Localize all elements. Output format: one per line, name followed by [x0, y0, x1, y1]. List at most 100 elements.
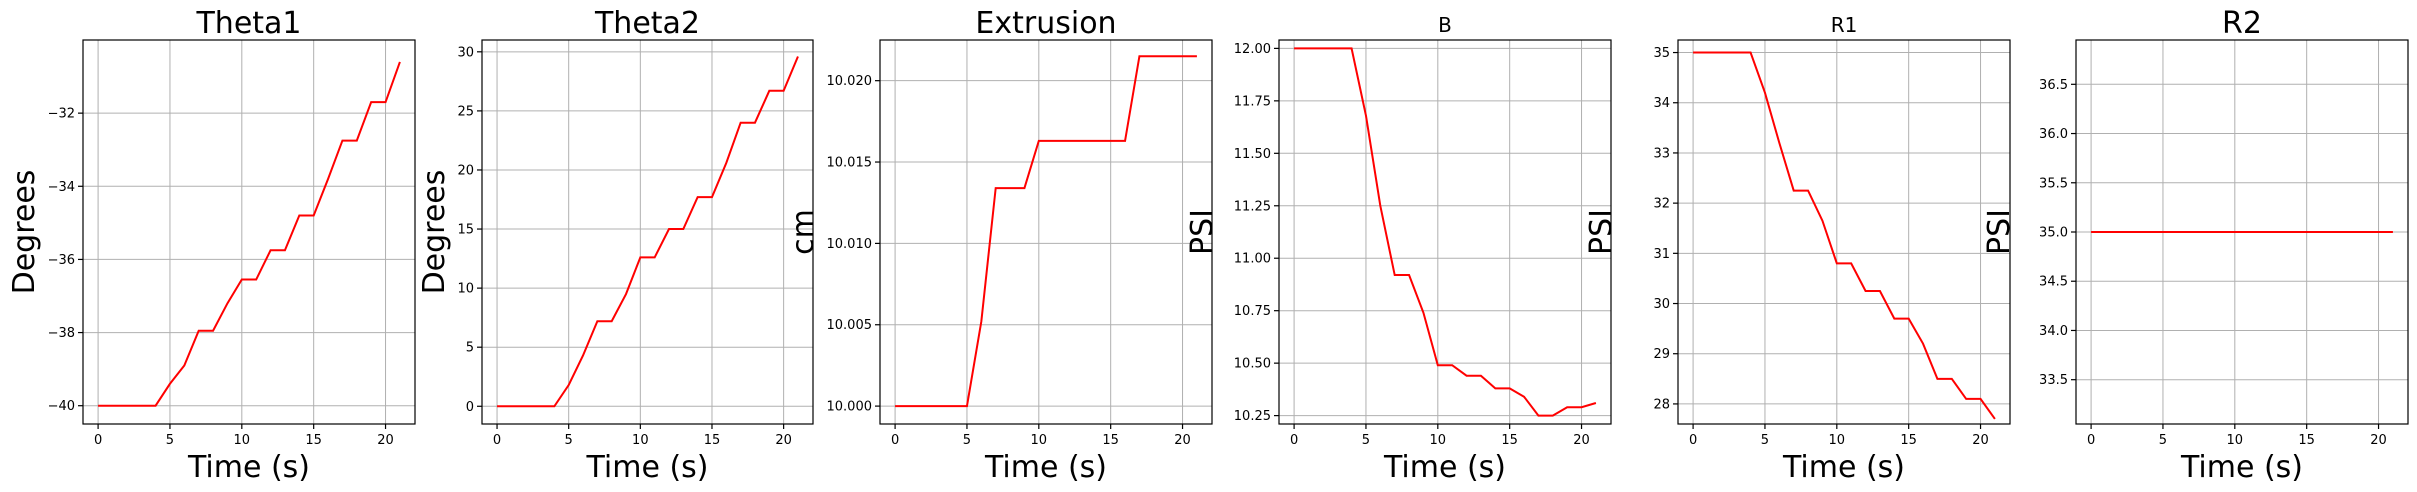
x-axis-label: Time (s) [187, 450, 310, 485]
y-tick-label: 35.0 [2039, 226, 2068, 241]
x-tick-label: 5 [2159, 433, 2167, 448]
y-tick-label: 5 [466, 341, 474, 356]
x-tick-label: 20 [1174, 433, 1191, 448]
y-axis-label: cm [786, 209, 821, 255]
x-axis-label: Time (s) [1383, 450, 1506, 485]
x-tick-label: 0 [2087, 433, 2095, 448]
y-tick-label: 11.50 [1234, 147, 1271, 162]
x-tick-label: 20 [1573, 433, 1590, 448]
y-tick-label: 31 [1653, 247, 1670, 262]
y-tick-label: 34.0 [2039, 324, 2068, 339]
x-tick-label: 10 [632, 433, 649, 448]
y-axis-label: PSI [1982, 209, 2017, 255]
x-tick-label: 15 [704, 433, 721, 448]
y-tick-label: 29 [1653, 347, 1670, 362]
y-axis-label: PSI [1185, 209, 1220, 255]
y-tick-label: −36 [48, 253, 75, 268]
series-line [1693, 51, 1996, 420]
x-tick-label: 15 [1501, 433, 1518, 448]
x-tick-label: 15 [2298, 433, 2315, 448]
plot-frame [1278, 39, 1612, 425]
subplot-5: 0 5 10 15 20 28 29 30 31 32 33 34 35 R1 Time (s) PSI [1584, 13, 2011, 485]
y-tick-label: 34.5 [2039, 275, 2068, 290]
y-tick-label: 11.75 [1234, 94, 1271, 109]
x-tick-label: 5 [565, 433, 573, 448]
y-tick-label: 10.25 [1234, 409, 1271, 424]
subplot-6: 0 5 10 15 20 33.5 34.0 34.5 35.0 35.5 36.0 36.5 R2 Ti… [1982, 6, 2409, 485]
y-tick-label: 11.00 [1234, 252, 1271, 267]
y-tick-label: 10.50 [1234, 357, 1271, 372]
x-axis-label: Time (s) [1782, 450, 1905, 485]
x-tick-label: 15 [1102, 433, 1119, 448]
x-tick-label: 5 [1362, 433, 1370, 448]
chart-title: Theta2 [594, 6, 700, 41]
y-tick-label: 36.0 [2039, 127, 2068, 142]
y-tick-label: 25 [457, 104, 474, 119]
y-axis-label: Degrees [7, 170, 42, 295]
x-tick-label: 0 [94, 433, 102, 448]
x-axis-label: Time (s) [2180, 450, 2303, 485]
x-tick-label: 5 [963, 433, 971, 448]
x-tick-label: 0 [891, 433, 899, 448]
y-tick-label: 10.000 [827, 400, 873, 415]
subplot-4: 0 5 10 15 20 10.25 10.50 10.75 11.00 11.25 11.50 11… [1185, 13, 1612, 485]
plot-frame [1677, 39, 2011, 425]
series-line [98, 61, 401, 407]
y-tick-label: 0 [466, 400, 474, 415]
x-axis-label: Time (s) [984, 450, 1107, 485]
x-tick-label: 0 [1689, 433, 1697, 448]
y-tick-label: 33 [1653, 146, 1670, 161]
chart-title: Extrusion [975, 6, 1116, 41]
y-tick-label: 20 [457, 163, 474, 178]
y-axis-label: PSI [1584, 209, 1619, 255]
y-tick-label: 12.00 [1234, 42, 1271, 57]
chart-title: Theta1 [195, 6, 301, 41]
subplot-3: 0 5 10 15 20 10.000 10.005 10.010 10.015 10.020 Ex… [786, 6, 1213, 485]
x-tick-label: 20 [377, 433, 394, 448]
y-tick-label: 28 [1653, 397, 1670, 412]
plot-frame [481, 39, 814, 425]
subplot-2: 0 5 10 15 20 0 5 10 15 20 25 30 Theta2 Time (s) Degree… [417, 6, 814, 485]
x-tick-label: 20 [1972, 433, 1989, 448]
x-tick-label: 5 [1761, 433, 1769, 448]
y-tick-label: 10.010 [827, 237, 873, 252]
y-tick-label: 10.020 [827, 74, 873, 89]
subplot-1: 0 5 10 15 20 −40 −38 −36 −34 −32 Theta1 Time (s) Deg… [7, 6, 416, 485]
chart-title: R1 [1831, 13, 1858, 37]
y-tick-label: 32 [1653, 197, 1670, 212]
x-tick-label: 20 [2370, 433, 2387, 448]
y-tick-label: 35 [1653, 46, 1670, 61]
x-tick-label: 0 [493, 433, 501, 448]
x-tick-label: 10 [2227, 433, 2244, 448]
chart-title: R2 [2222, 6, 2262, 41]
series-line [1294, 47, 1597, 417]
y-tick-label: 36.5 [2039, 78, 2068, 93]
x-tick-label: 15 [305, 433, 322, 448]
x-axis-label: Time (s) [586, 450, 709, 485]
plot-frame [82, 39, 416, 425]
plot-frame [879, 39, 1213, 425]
y-tick-label: 30 [1653, 297, 1670, 312]
y-tick-label: 15 [457, 223, 474, 238]
x-tick-label: 10 [1031, 433, 1048, 448]
y-tick-label: −32 [48, 107, 75, 122]
y-tick-label: −34 [48, 180, 75, 195]
y-tick-label: 34 [1653, 96, 1670, 111]
y-tick-label: 10.015 [827, 156, 873, 171]
y-tick-label: −38 [48, 326, 75, 341]
x-tick-label: 0 [1290, 433, 1298, 448]
y-tick-label: 10.75 [1234, 304, 1271, 319]
y-axis-label: Degrees [417, 170, 452, 295]
x-tick-label: 10 [234, 433, 251, 448]
x-tick-label: 20 [775, 433, 792, 448]
y-tick-label: 33.5 [2039, 373, 2068, 388]
x-tick-label: 5 [166, 433, 174, 448]
series-line [895, 55, 1197, 408]
x-tick-label: 15 [1900, 433, 1917, 448]
y-tick-label: 30 [457, 45, 474, 60]
y-tick-label: 10.005 [827, 318, 873, 333]
chart-title: B [1438, 13, 1452, 37]
y-tick-label: 10 [457, 282, 474, 297]
x-tick-label: 10 [1829, 433, 1846, 448]
y-tick-label: −40 [48, 399, 75, 414]
